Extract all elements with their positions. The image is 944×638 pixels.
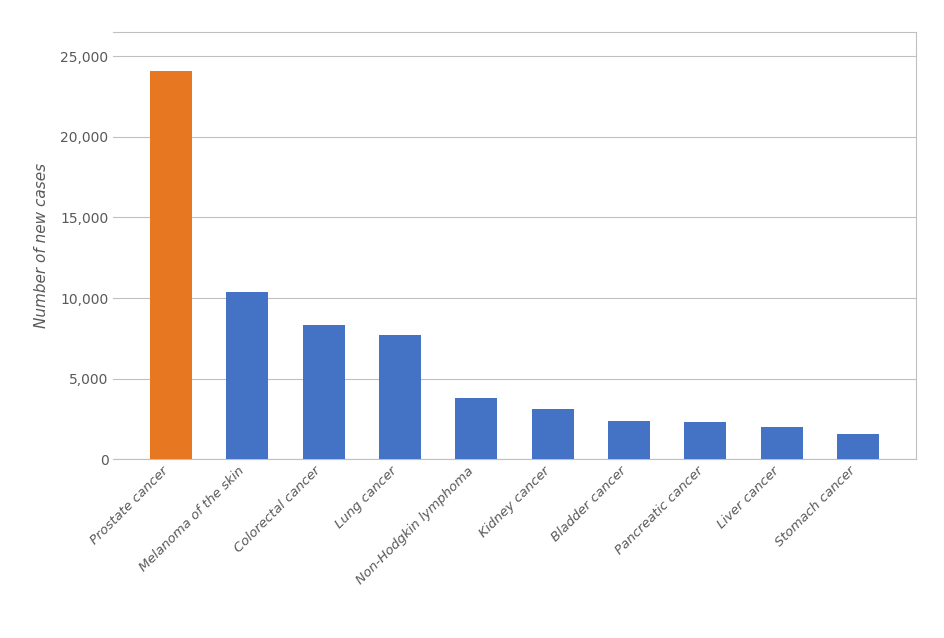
Y-axis label: Number of new cases: Number of new cases xyxy=(34,163,49,328)
Bar xyxy=(150,71,192,459)
Bar xyxy=(302,325,345,459)
Bar xyxy=(227,292,268,459)
Bar xyxy=(379,335,421,459)
Bar xyxy=(531,410,574,459)
Bar xyxy=(761,427,802,459)
Bar xyxy=(608,422,650,459)
Bar xyxy=(684,422,727,459)
Bar xyxy=(455,398,497,459)
Bar xyxy=(837,434,879,459)
